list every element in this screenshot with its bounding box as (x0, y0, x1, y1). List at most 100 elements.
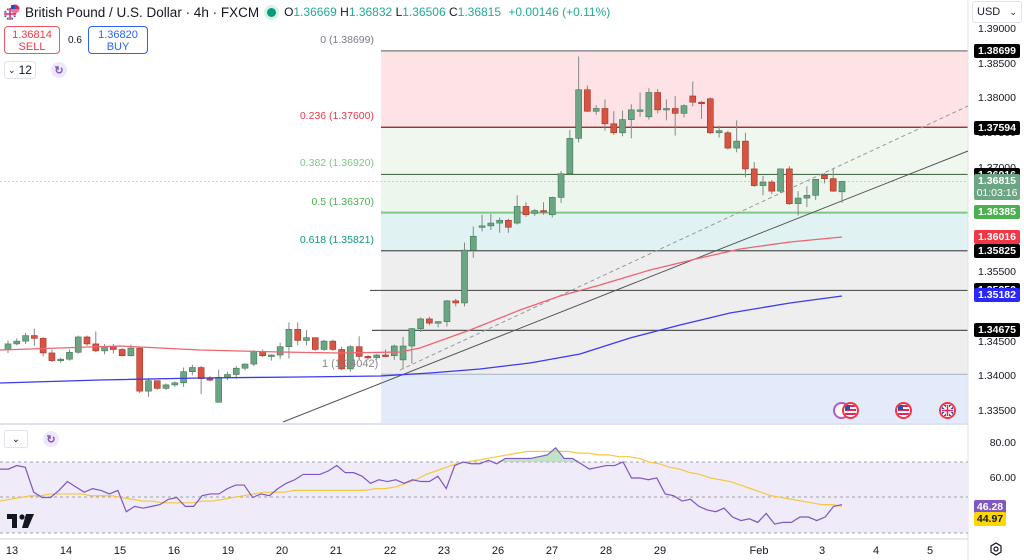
candle-bullish[interactable] (303, 337, 310, 341)
candle-bullish[interactable] (189, 367, 196, 372)
tradingview-logo-icon[interactable] (7, 512, 35, 533)
candle-bullish[interactable] (478, 225, 486, 228)
candle-bullish[interactable] (759, 181, 767, 186)
candle-bullish[interactable] (408, 328, 416, 347)
candle-bullish[interactable] (469, 235, 477, 251)
currency-selector[interactable]: USD ⌄ (972, 1, 1022, 23)
candle-bearish[interactable] (136, 347, 143, 392)
candle-bullish[interactable] (57, 358, 64, 361)
candle-bearish[interactable] (689, 95, 697, 103)
candle-bullish[interactable] (74, 336, 82, 353)
candle-bearish[interactable] (829, 178, 837, 192)
candle-bullish[interactable] (232, 367, 240, 375)
candle-bearish[interactable] (338, 349, 345, 370)
candle-bearish[interactable] (382, 354, 389, 357)
refresh-icon[interactable]: ↻ (51, 62, 67, 78)
candle-bullish[interactable] (777, 168, 784, 192)
rsi-refresh-icon[interactable]: ↻ (43, 431, 59, 447)
candle-bullish[interactable] (285, 329, 293, 347)
candle-bullish[interactable] (531, 210, 539, 214)
candle-bullish[interactable] (417, 318, 424, 329)
candle-bullish[interactable] (180, 371, 187, 384)
candle-bullish[interactable] (812, 179, 819, 196)
candle-bearish[interactable] (48, 352, 56, 361)
candle-bearish[interactable] (540, 210, 547, 213)
candle-bearish[interactable] (584, 89, 591, 112)
candle-bullish[interactable] (645, 92, 653, 118)
candle-bullish[interactable] (628, 109, 635, 120)
sell-button[interactable]: 1.36814 SELL (4, 26, 60, 54)
candle-bearish[interactable] (311, 337, 319, 350)
candle-bullish[interactable] (347, 346, 354, 370)
candle-bearish[interactable] (698, 101, 705, 105)
candle-bullish[interactable] (619, 119, 626, 134)
candle-bearish[interactable] (724, 132, 732, 149)
us-flag-event-icon[interactable] (895, 402, 912, 419)
candle-bullish[interactable] (145, 380, 152, 392)
settings-gear-icon[interactable] (988, 542, 1004, 558)
candle-bullish[interactable] (794, 197, 802, 204)
candle-bullish[interactable] (513, 206, 521, 224)
candle-bullish[interactable] (241, 363, 249, 369)
moving-average-blue[interactable] (0, 295, 843, 384)
candle-bullish[interactable] (66, 351, 73, 360)
moving-average-red[interactable] (0, 236, 843, 354)
rsi-collapse-button[interactable]: ⌄ (4, 430, 28, 448)
candle-bullish[interactable] (715, 130, 723, 134)
candle-bearish[interactable] (601, 108, 609, 125)
candle-bearish[interactable] (364, 356, 372, 359)
symbol-title[interactable]: British Pound / U.S. Dollar · 4h · FXCM (25, 4, 260, 20)
candle-bullish[interactable] (461, 249, 468, 304)
candle-bullish[interactable] (22, 335, 29, 342)
candle-bullish[interactable] (443, 300, 451, 322)
candle-bearish[interactable] (786, 168, 793, 204)
candle-bearish[interactable] (452, 300, 460, 304)
candle-bullish[interactable] (575, 89, 582, 139)
candle-bullish[interactable] (13, 340, 21, 345)
candle-bullish[interactable] (557, 173, 565, 198)
candle-bearish[interactable] (505, 219, 512, 228)
candle-bullish[interactable] (171, 382, 179, 386)
candle-bullish[interactable] (434, 321, 442, 324)
candle-bearish[interactable] (206, 378, 214, 381)
candle-bullish[interactable] (592, 108, 600, 112)
candle-bullish[interactable] (566, 138, 574, 175)
candle-bearish[interactable] (671, 108, 679, 114)
candle-bearish[interactable] (610, 123, 618, 134)
candle-bearish[interactable] (197, 367, 205, 379)
candle-bullish[interactable] (390, 345, 398, 357)
candle-bearish[interactable] (329, 340, 337, 350)
candle-bearish[interactable] (707, 98, 714, 134)
candle-bullish[interactable] (496, 219, 503, 224)
candle-bullish[interactable] (250, 351, 258, 365)
candle-bullish[interactable] (399, 345, 407, 361)
candle-bullish[interactable] (838, 181, 846, 193)
candle-bullish[interactable] (733, 140, 740, 149)
indicators-collapse-button[interactable]: ⌄ 12 (4, 61, 36, 79)
buy-button[interactable]: 1.36820 BUY (88, 26, 148, 54)
uk-flag-event-icon[interactable] (939, 402, 956, 419)
candle-bearish[interactable] (742, 140, 749, 170)
trendline-solid[interactable] (282, 150, 969, 423)
candle-bullish[interactable] (4, 343, 12, 350)
candle-bearish[interactable] (294, 329, 302, 341)
candle-bullish[interactable] (487, 222, 495, 227)
candle-bearish[interactable] (522, 206, 530, 216)
candle-bullish[interactable] (162, 384, 170, 389)
candle-bearish[interactable] (110, 346, 117, 350)
candle-bearish[interactable] (768, 181, 776, 192)
candle-bearish[interactable] (426, 318, 433, 324)
candle-bearish[interactable] (31, 335, 38, 339)
candle-bearish[interactable] (654, 92, 661, 111)
candle-bearish[interactable] (83, 336, 91, 345)
candle-bullish[interactable] (636, 109, 644, 112)
candle-bullish[interactable] (268, 354, 275, 357)
candle-bullish[interactable] (127, 347, 135, 357)
us-flag-event-icon[interactable] (842, 402, 859, 419)
candle-bullish[interactable] (276, 346, 284, 356)
candle-bearish[interactable] (153, 380, 161, 389)
candle-bearish[interactable] (355, 346, 363, 357)
candle-bullish[interactable] (215, 376, 222, 403)
candle-bullish[interactable] (803, 194, 811, 199)
